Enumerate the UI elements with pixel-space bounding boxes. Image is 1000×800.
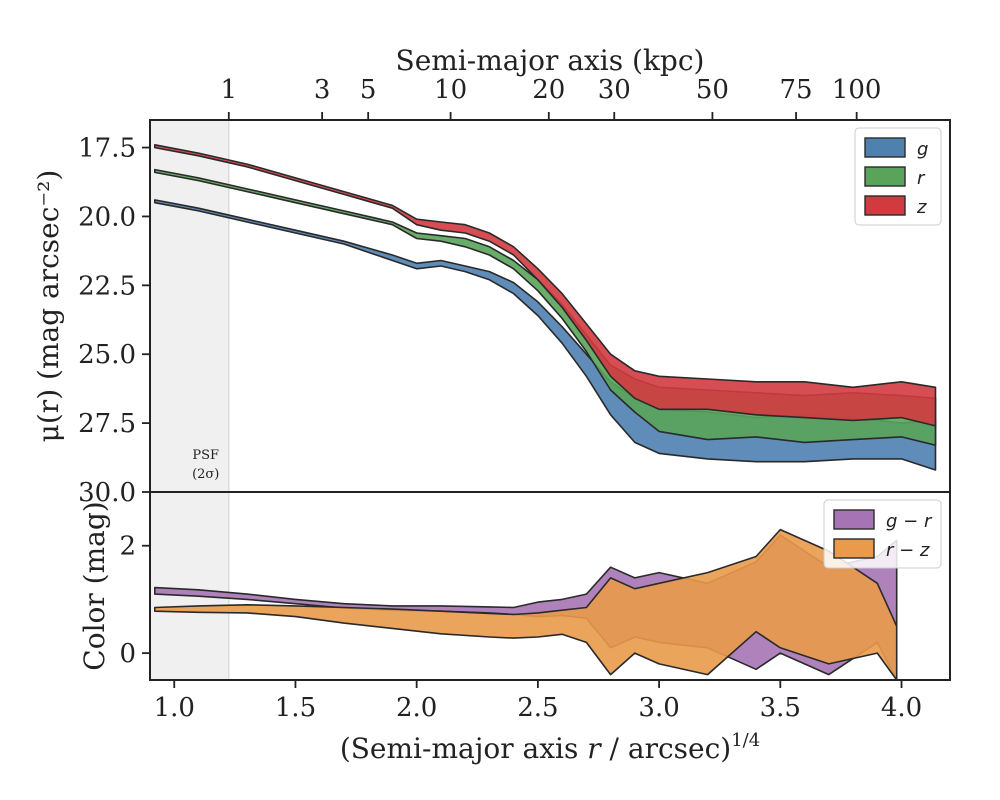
top-x-axis-title: Semi-major axis (kpc) (396, 44, 705, 77)
x-tick-label-top: 5 (360, 75, 377, 105)
bottom-panel-frame (149, 491, 951, 681)
legend-swatch (864, 137, 906, 158)
y-tick-label-bottom: 0 (119, 639, 136, 669)
xlabel-suffix: / arcsec) (601, 732, 732, 765)
y-tick-label-top: 22.5 (78, 271, 136, 301)
bottom-y-axis-title: Color (mag) (78, 501, 111, 670)
x-tick-label-bottom: 1.0 (154, 693, 195, 723)
y-tick-label-top: 27.5 (78, 409, 136, 439)
surface-brightness-bands (154, 144, 937, 471)
y-tick-label-top: 25.0 (78, 340, 136, 370)
x-tick-label-top: 75 (780, 75, 813, 105)
xlabel-prefix: (Semi-major axis (340, 732, 587, 765)
x-tick-label-bottom: 4.0 (881, 693, 922, 723)
bottom-x-axis-title: (Semi-major axis r / arcsec)1/4 (340, 730, 760, 765)
legend-bands: grz (854, 127, 942, 226)
color-band-1 (154, 528, 898, 680)
legend-entry: r − z (886, 540, 930, 561)
legend-entry: g − r (886, 511, 933, 532)
legend-colors: g − r r − z (823, 499, 942, 569)
band-g (154, 199, 937, 471)
psf-sigma-label: (2σ) (192, 467, 219, 482)
psf-label: PSF (192, 448, 219, 463)
top-y-axis-title: μ(r) (mag arcsec⁻²) (32, 170, 65, 443)
x-tick-label-top: 50 (696, 75, 729, 105)
legend-swatch (864, 195, 906, 216)
x-tick-label-top: 1 (221, 75, 238, 105)
legend-swatch (864, 166, 906, 187)
legend-swatch (833, 509, 875, 530)
y-tick-label-bottom: 2 (119, 532, 136, 562)
xlabel-exponent: 1/4 (731, 730, 760, 751)
y-tick-label-top: 30.0 (78, 478, 136, 508)
xlabel-var: r (587, 732, 602, 765)
x-tick-label-top: 10 (434, 75, 467, 105)
band-z (154, 144, 937, 427)
legend-entry: r (917, 168, 926, 189)
x-tick-label-top: 20 (532, 75, 565, 105)
legend-entry: z (916, 197, 927, 218)
y-tick-label-top: 20.0 (78, 202, 136, 232)
x-tick-label-bottom: 2.0 (396, 693, 437, 723)
legend-swatch (833, 538, 875, 559)
x-tick-label-bottom: 1.5 (275, 693, 316, 723)
x-tick-label-bottom: 2.5 (517, 693, 558, 723)
y-tick-label-top: 17.5 (78, 134, 136, 164)
psf-shaded-region-bottom (150, 492, 229, 680)
axis-ticks: 17.5 20.0 22.5 25.0 27.5 30.0 0 2 1.0 1.5 2.0 2.5 3.… (78, 75, 922, 723)
color-bands (154, 528, 898, 680)
x-tick-label-top: 3 (314, 75, 331, 105)
x-tick-label-top: 100 (832, 75, 882, 105)
x-tick-label-bottom: 3.5 (760, 693, 801, 723)
x-tick-label-top: 30 (598, 75, 631, 105)
x-tick-label-bottom: 3.0 (638, 693, 679, 723)
legend-entry: g (917, 139, 928, 160)
